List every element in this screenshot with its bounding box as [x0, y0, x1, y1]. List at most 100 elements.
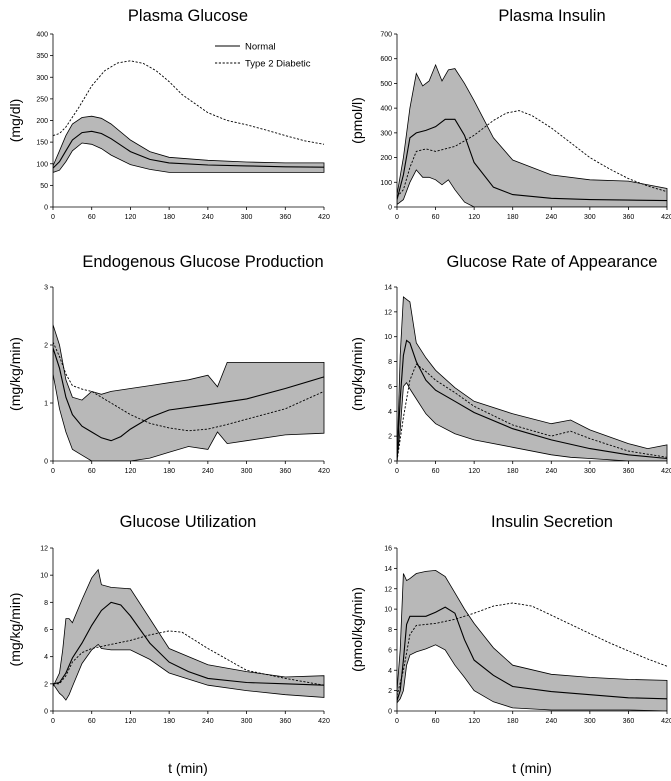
- panel-insulin-secretion-x-tick-label: 240: [545, 718, 557, 725]
- panel-insulin-secretion-y-tick-label: 12: [384, 586, 392, 593]
- panel-glucose-rate-of-appearance-normal-line: [397, 339, 668, 461]
- panel-insulin-secretion-x-tick-label: 360: [623, 718, 635, 725]
- panel-plasma-glucose: 0 50 100 150 200 250 300 350 400 0 60 120 180 240 300 3…: [7, 7, 330, 221]
- panel-glucose-rate-of-appearance-y-tick-label: 14: [384, 285, 392, 292]
- panel-glucose-utilization-y-tick-label: 8: [44, 600, 48, 607]
- panel-plasma-insulin-y-tick-label: 400: [380, 106, 392, 113]
- panel-plasma-insulin-x-tick-label: 60: [432, 214, 440, 221]
- panel-endogenous-glucose-production-y-tick-label: 2: [44, 343, 48, 350]
- panel-endogenous-glucose-production-x-tick-label: 240: [202, 468, 214, 475]
- panel-plasma-insulin-y-tick-label: 600: [380, 56, 392, 63]
- panel-insulin-secretion-normal-range-band: [397, 569, 668, 711]
- panel-plasma-glucose-x-tick-label: 60: [88, 214, 96, 221]
- panel-insulin-secretion-x-tick-label: 300: [584, 718, 596, 725]
- panel-glucose-rate-of-appearance-x-tick-label: 300: [584, 468, 596, 475]
- panel-plasma-insulin-plot-area: [397, 63, 668, 207]
- panel-glucose-utilization-normal-line: [53, 601, 325, 686]
- panel-glucose-utilization-x-tick-label: 180: [163, 718, 175, 725]
- panel-plasma-glucose-x-tick-label: 180: [163, 214, 175, 221]
- panel-glucose-utilization-y-axis-label: (mg/kg/min): [7, 593, 23, 667]
- panel-plasma-insulin-title: Plasma Insulin: [498, 7, 605, 25]
- panel-glucose-rate-of-appearance-x-tick-label: 420: [661, 468, 671, 475]
- panel-glucose-rate-of-appearance-title: Glucose Rate of Appearance: [447, 253, 658, 271]
- panel-glucose-rate-of-appearance-x-tick-label: 0: [395, 468, 399, 475]
- panel-endogenous-glucose-production-x-tick-label: 180: [163, 468, 175, 475]
- panel-endogenous-glucose-production-y-axis-label: (mg/kg/min): [7, 337, 23, 411]
- panel-insulin-secretion-y-tick-label: 10: [384, 607, 392, 614]
- legend-diabetic-label: Type 2 Diabetic: [245, 59, 311, 70]
- panel-insulin-secretion-title: Insulin Secretion: [491, 513, 613, 531]
- panel-plasma-insulin-type-2-diabetic-line: [397, 110, 668, 198]
- panel-endogenous-glucose-production: 0 1 2 3 0 60 120 180 240 300 360 420 Endogenous Gluc…: [7, 253, 330, 475]
- panel-plasma-glucose-x-tick-label: 240: [202, 214, 214, 221]
- panel-glucose-utilization-x-tick-label: 300: [241, 718, 253, 725]
- panel-plasma-glucose-normal-line: [53, 130, 325, 169]
- panel-plasma-glucose-x-tick-label: 300: [241, 214, 253, 221]
- panel-glucose-rate-of-appearance-type-2-diabetic-line: [397, 363, 668, 461]
- panel-plasma-glucose-normal-range-band: [53, 115, 325, 173]
- panel-plasma-insulin-y-tick-label: 700: [380, 32, 392, 39]
- panel-endogenous-glucose-production-y-tick-label: 1: [44, 401, 48, 408]
- panel-glucose-utilization-x-tick-label: 240: [202, 718, 214, 725]
- panel-glucose-rate-of-appearance-x-tick-label: 60: [432, 468, 440, 475]
- panel-plasma-insulin-normal-line: [397, 118, 668, 202]
- panel-plasma-insulin-x-tick-label: 240: [545, 214, 557, 221]
- panel-plasma-insulin-y-tick-label: 300: [380, 130, 392, 137]
- panel-insulin-secretion-y-tick-label: 6: [388, 647, 392, 654]
- panel-plasma-insulin-normal-range-band: [397, 63, 668, 207]
- panel-plasma-insulin-x-tick-label: 300: [584, 214, 596, 221]
- panel-insulin-secretion-x-tick-label: 420: [661, 718, 671, 725]
- panel-plasma-insulin-x-tick-label: 180: [507, 214, 519, 221]
- panel-plasma-insulin-y-tick-label: 0: [388, 205, 392, 212]
- panel-plasma-glucose-y-tick-label: 0: [44, 205, 48, 212]
- panel-insulin-secretion-plot-area: [397, 569, 668, 711]
- panel-plasma-glucose-plot-area: [53, 60, 325, 173]
- panel-plasma-insulin-y-tick-label: 200: [380, 155, 392, 162]
- legend: Normal Type 2 Diabetic: [215, 42, 311, 70]
- panel-glucose-rate-of-appearance-y-tick-label: 2: [388, 434, 392, 441]
- panel-plasma-glucose-x-tick-label: 120: [125, 214, 137, 221]
- panel-glucose-rate-of-appearance-x-tick-label: 120: [468, 468, 480, 475]
- panel-insulin-secretion-y-tick-label: 4: [388, 668, 392, 675]
- panel-glucose-utilization-y-tick-label: 2: [44, 681, 48, 688]
- panel-plasma-glucose-y-tick-label: 400: [36, 32, 48, 39]
- panel-glucose-utilization-x-tick-label: 360: [279, 718, 291, 725]
- panel-endogenous-glucose-production-x-tick-label: 0: [51, 468, 55, 475]
- panel-glucose-rate-of-appearance-y-axis-label: (mg/kg/min): [349, 337, 365, 411]
- panel-endogenous-glucose-production-x-tick-label: 120: [125, 468, 137, 475]
- panel-plasma-glucose-y-tick-label: 250: [36, 96, 48, 103]
- panel-glucose-utilization-normal-range-band: [53, 568, 325, 701]
- panel-endogenous-glucose-production-normal-range-band: [53, 324, 325, 461]
- x-axis-label-right: t (min): [512, 760, 552, 776]
- panel-glucose-utilization-plot-area: [53, 568, 325, 701]
- panel-glucose-rate-of-appearance-y-tick-label: 8: [388, 359, 392, 366]
- panel-insulin-secretion-type-2-diabetic-line: [397, 602, 668, 696]
- panel-glucose-rate-of-appearance-y-tick-label: 12: [384, 309, 392, 316]
- legend-normal-label: Normal: [245, 42, 276, 53]
- panel-glucose-utilization-type-2-diabetic-line: [53, 630, 325, 686]
- panel-insulin-secretion-x-tick-label: 60: [432, 718, 440, 725]
- panel-plasma-insulin-y-tick-label: 100: [380, 180, 392, 187]
- panel-insulin-secretion-x-tick-label: 0: [395, 718, 399, 725]
- panel-plasma-glucose-y-tick-label: 300: [36, 75, 48, 82]
- panel-glucose-utilization-x-tick-label: 0: [51, 718, 55, 725]
- panel-insulin-secretion-x-tick-label: 180: [507, 718, 519, 725]
- panel-plasma-glucose-y-tick-label: 150: [36, 140, 48, 147]
- panel-plasma-glucose-x-tick-label: 0: [51, 214, 55, 221]
- panel-endogenous-glucose-production-x-tick-label: 60: [88, 468, 96, 475]
- panel-endogenous-glucose-production-y-tick-label: 0: [44, 459, 48, 466]
- panel-glucose-rate-of-appearance-x-tick-label: 360: [623, 468, 635, 475]
- panel-plasma-glucose-y-tick-label: 50: [40, 183, 48, 190]
- panel-plasma-insulin-y-tick-label: 500: [380, 81, 392, 88]
- panel-plasma-glucose-title: Plasma Glucose: [128, 7, 248, 25]
- panel-endogenous-glucose-production-y-tick-label: 3: [44, 285, 48, 292]
- panel-glucose-utilization-y-tick-label: 0: [44, 709, 48, 716]
- panel-glucose-rate-of-appearance-y-tick-label: 4: [388, 409, 392, 416]
- panel-plasma-glucose-x-tick-label: 420: [318, 214, 330, 221]
- panel-glucose-utilization-title: Glucose Utilization: [120, 513, 257, 531]
- panel-plasma-insulin-x-tick-label: 120: [468, 214, 480, 221]
- panel-endogenous-glucose-production-normal-line: [53, 347, 325, 442]
- panel-glucose-rate-of-appearance-y-tick-label: 0: [388, 459, 392, 466]
- panel-glucose-rate-of-appearance: 0 2 4 6 8 10 12 14 0 60 120 180 240 300 360 420 Glucose …: [349, 253, 671, 475]
